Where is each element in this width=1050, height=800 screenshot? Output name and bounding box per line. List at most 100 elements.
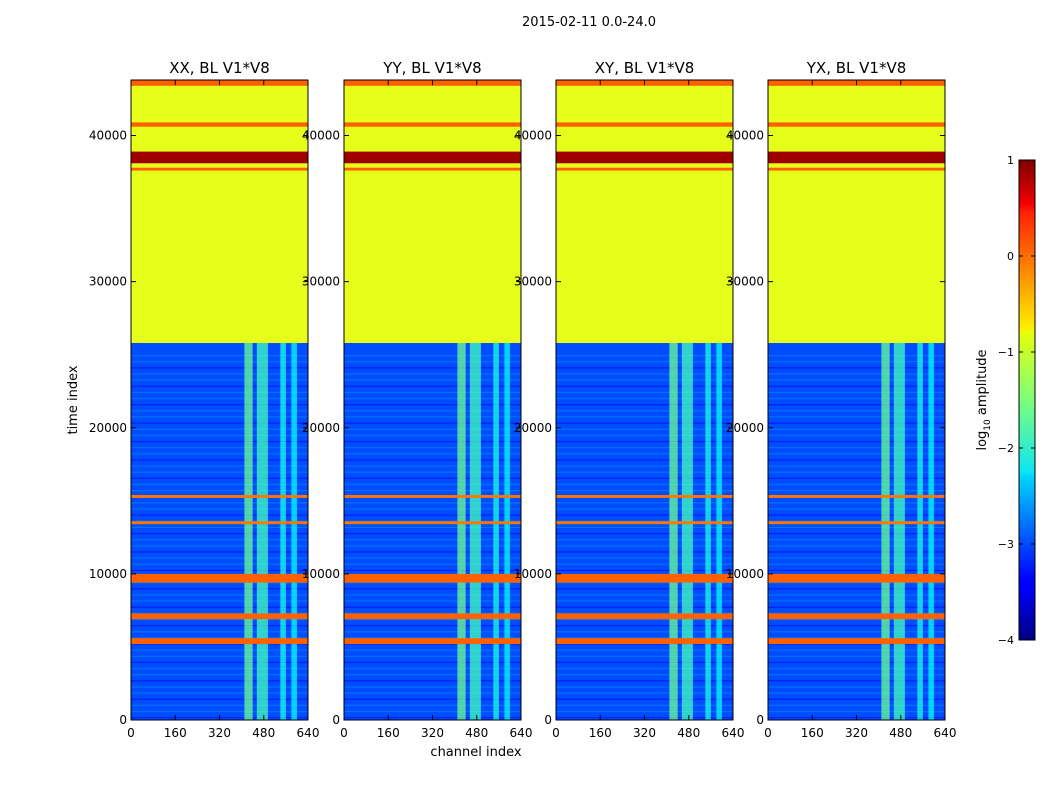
noise-line xyxy=(768,582,945,584)
panel-title: XX, BL V1*V8 xyxy=(169,59,270,77)
noise-line xyxy=(344,600,521,602)
noise-line xyxy=(131,680,308,682)
x-tick-label: 480 xyxy=(677,726,700,740)
noise-line xyxy=(344,661,521,664)
x-tick-label: 320 xyxy=(845,726,868,740)
time-band xyxy=(344,521,521,525)
noise-line xyxy=(344,434,521,436)
noise-line xyxy=(768,483,945,486)
noise-line xyxy=(556,508,733,510)
noise-line xyxy=(556,643,733,645)
noise-line xyxy=(556,551,733,553)
noise-line xyxy=(344,502,521,504)
noise-line xyxy=(768,545,945,547)
x-tick-label: 160 xyxy=(801,726,824,740)
noise-line xyxy=(344,404,521,406)
rfi-channel xyxy=(280,343,286,720)
noise-line xyxy=(344,428,521,430)
time-band xyxy=(768,613,945,620)
noise-line xyxy=(131,557,308,559)
noise-line xyxy=(768,514,945,516)
noise-line xyxy=(131,649,308,651)
noise-line xyxy=(556,674,733,676)
noise-line xyxy=(344,471,521,473)
noise-line xyxy=(768,532,945,535)
noise-line xyxy=(344,416,521,418)
rfi-channel xyxy=(493,343,499,720)
noise-line xyxy=(131,361,308,363)
noise-line xyxy=(768,637,945,639)
noise-line xyxy=(556,637,733,639)
noise-line xyxy=(344,410,521,412)
noise-line xyxy=(344,563,521,565)
time-band xyxy=(556,521,733,525)
x-tick-label: 640 xyxy=(722,726,745,740)
noise-line xyxy=(344,483,521,486)
noise-line xyxy=(556,477,733,479)
noise-line xyxy=(556,483,733,486)
noise-line xyxy=(344,379,521,381)
x-tick-label: 320 xyxy=(633,726,656,740)
noise-line xyxy=(131,477,308,479)
noise-line xyxy=(556,490,733,492)
flagged-block xyxy=(556,80,733,344)
x-tick-label: 0 xyxy=(340,726,348,740)
y-tick-label: 20000 xyxy=(514,421,552,435)
noise-line xyxy=(131,502,308,504)
noise-line xyxy=(344,594,521,596)
time-band xyxy=(131,573,308,583)
noise-line xyxy=(131,471,308,473)
panel-1: 0 160 320 480 640 0 10000 20000 30000 40000 YY, BL… xyxy=(302,59,533,740)
noise-line xyxy=(768,440,945,443)
colorbar-tick-label: −1 xyxy=(998,346,1014,359)
noise-line xyxy=(556,680,733,682)
flagged-block xyxy=(344,80,521,344)
noise-line xyxy=(768,551,945,553)
noise-line xyxy=(344,459,521,461)
noise-line xyxy=(131,422,308,424)
time-band xyxy=(131,167,308,171)
noise-line xyxy=(556,532,733,535)
colorbar-tick-label: −2 xyxy=(998,442,1014,455)
noise-line xyxy=(131,692,308,694)
noise-line xyxy=(131,416,308,418)
noise-line xyxy=(556,563,733,565)
noise-line xyxy=(556,704,733,707)
colorbar-gradient xyxy=(1018,159,1036,641)
noise-line xyxy=(131,637,308,639)
x-tick-label: 640 xyxy=(934,726,957,740)
time-band xyxy=(768,167,945,171)
noise-line xyxy=(556,661,733,664)
noise-line xyxy=(344,569,521,571)
time-band xyxy=(768,122,945,127)
panel-0: 0 160 320 480 640 0 10000 20000 30000 40000 XX, BL… xyxy=(89,59,320,740)
noise-line xyxy=(131,655,308,657)
noise-line xyxy=(768,686,945,688)
noise-line xyxy=(768,674,945,676)
noise-line xyxy=(768,465,945,467)
noise-line xyxy=(768,361,945,363)
noise-line xyxy=(131,410,308,412)
rfi-channel xyxy=(244,343,253,720)
colorbar-tick-label: 1 xyxy=(1007,154,1014,167)
noise-line xyxy=(556,514,733,516)
noise-line xyxy=(556,649,733,651)
noise-line xyxy=(556,367,733,369)
noise-line xyxy=(768,410,945,412)
panel-title: XY, BL V1*V8 xyxy=(595,59,695,77)
noise-line xyxy=(768,625,945,627)
time-band xyxy=(344,494,521,498)
noise-line xyxy=(344,532,521,535)
noise-line xyxy=(131,569,308,571)
noise-line xyxy=(556,526,733,529)
y-tick-label: 0 xyxy=(119,713,127,727)
noise-line xyxy=(556,465,733,467)
x-tick-label: 0 xyxy=(764,726,772,740)
noise-line xyxy=(344,391,521,394)
noise-line xyxy=(556,440,733,443)
noise-line xyxy=(344,686,521,688)
y-tick-label: 10000 xyxy=(89,567,127,581)
x-tick-label: 640 xyxy=(297,726,320,740)
time-band xyxy=(556,573,733,583)
noise-line xyxy=(344,545,521,547)
